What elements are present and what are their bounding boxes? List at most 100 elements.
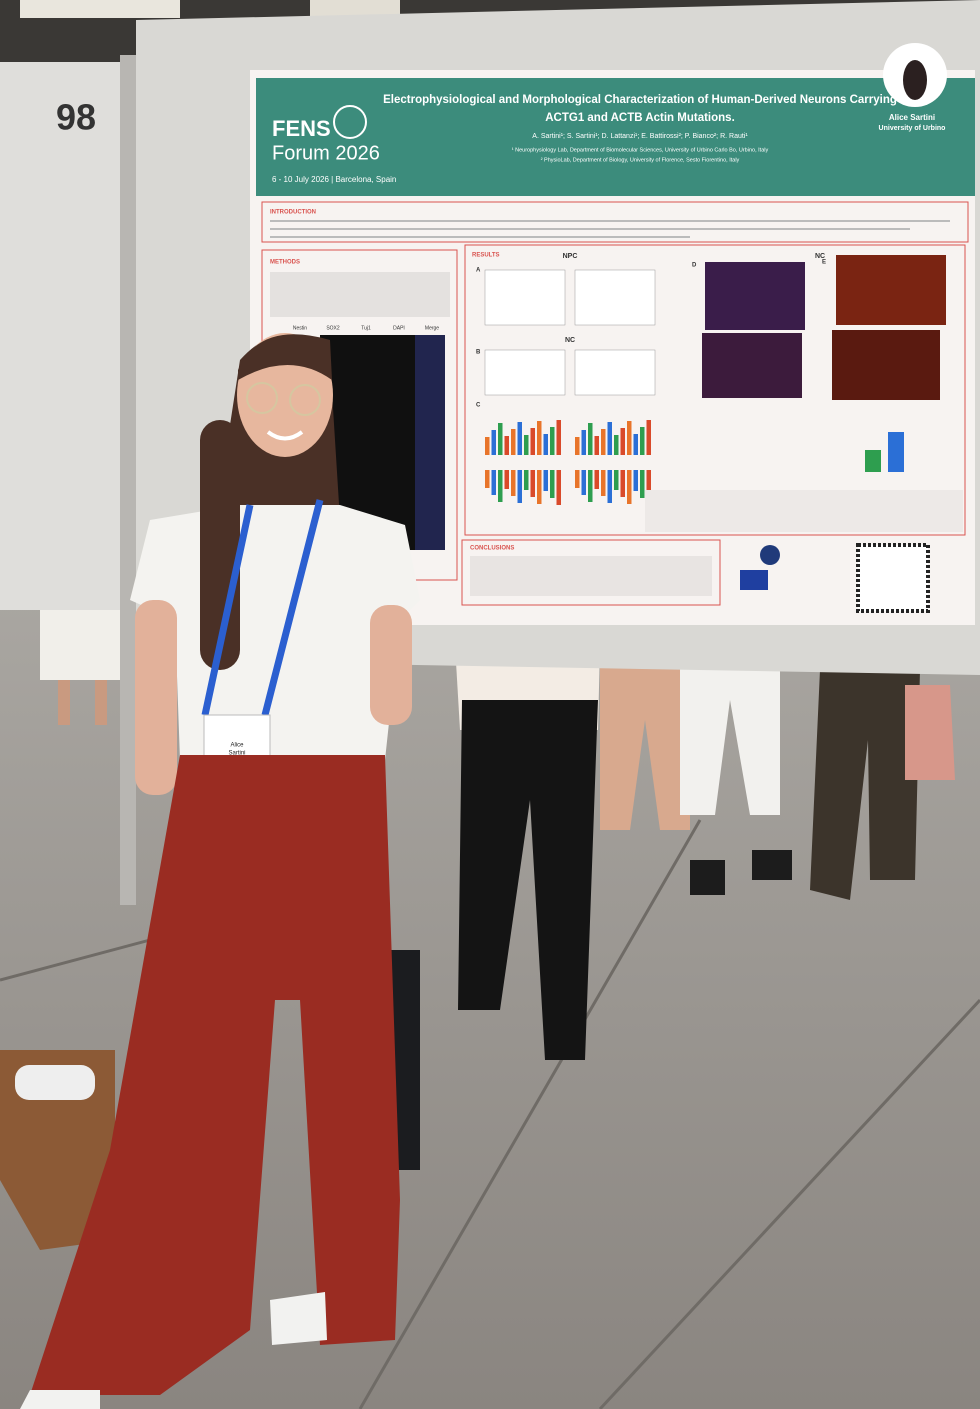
bar-graphic (588, 470, 593, 502)
poster-affiliation: ¹ Neurophysiology Lab, Department of Bio… (512, 147, 769, 153)
brain-icon (333, 105, 367, 139)
microscopy-image (836, 255, 946, 325)
bar-graphic (620, 428, 625, 455)
university-logo (760, 545, 780, 565)
bar-graphic (646, 470, 651, 505)
bar-graphic (491, 470, 496, 495)
bar-graphic (543, 470, 548, 491)
bar-graphic (498, 423, 503, 455)
bar-graphic (524, 435, 529, 455)
presenter-photo-figure (903, 60, 927, 100)
bar-graphic (614, 470, 619, 490)
bar-graphic (550, 427, 555, 455)
presenter-name: Alice Sartini (889, 113, 935, 122)
smile (266, 430, 304, 441)
bar-graphic (491, 430, 496, 455)
background-person-shoe (690, 860, 725, 895)
poster-authors: A. Sartini¹; S. Sartini¹; D. Lattanzi¹; … (532, 133, 748, 140)
board-number: 98 (56, 97, 96, 138)
text-block (470, 556, 712, 596)
arm (135, 600, 177, 795)
group-label: NC (815, 253, 825, 260)
column-label: Merge (425, 325, 439, 331)
bar-graphic (530, 428, 535, 455)
bottle (15, 1065, 95, 1100)
poster-header (256, 78, 975, 196)
lanyard (201, 499, 324, 716)
background-person-pants (458, 700, 598, 1060)
bar-graphic (601, 429, 606, 455)
bar-graphic (607, 422, 612, 455)
plot (574, 349, 656, 396)
bar-graphic (498, 470, 503, 502)
bar-graphic (485, 470, 490, 488)
column-label: Nestin (293, 325, 307, 331)
qr-code (856, 543, 930, 613)
bar-graphic (594, 470, 599, 489)
background-person-shoe (752, 850, 792, 880)
background-person-leg (58, 680, 70, 725)
pants (30, 755, 400, 1395)
background-person-legs (600, 660, 690, 830)
bar-graphic (640, 470, 645, 498)
section-heading: RESULTS (472, 253, 500, 259)
bar-graphic (888, 432, 904, 472)
bar-graphic (550, 470, 555, 498)
poster-affiliation: ² PhysioLab, Department of Biology, Univ… (541, 157, 740, 163)
bar-graphic (627, 421, 632, 455)
bar-graphic (607, 470, 612, 503)
text-block (270, 272, 450, 317)
microscopy-image (702, 333, 802, 398)
bar-graphic (537, 470, 542, 504)
group-label: NPC (563, 253, 578, 260)
background-person-leg (95, 680, 107, 725)
presenter-affiliation: University of Urbino (879, 125, 946, 132)
microscopy-merge (415, 335, 445, 550)
panel-label: A (476, 268, 481, 274)
column-label: Tuj1 (361, 325, 371, 331)
text-line (270, 228, 910, 230)
poster-logo: FENS (272, 116, 331, 141)
microscopy-image (832, 330, 940, 400)
figure-caption (645, 490, 963, 532)
background-person-dress (905, 685, 955, 780)
background-person-trousers (810, 670, 920, 900)
bar-graphic (575, 470, 580, 488)
bar-graphic (614, 435, 619, 455)
bar-graphic (543, 434, 548, 455)
bar-graphic (511, 470, 516, 496)
bar-graphic (640, 427, 645, 455)
bar-graphic (517, 470, 522, 503)
board-post (120, 55, 136, 905)
bar-graphic (556, 470, 561, 505)
bar-graphic (575, 437, 580, 455)
bar-graphic (633, 434, 638, 455)
poster-title: Electrophysiological and Morphological C… (383, 94, 897, 106)
group-label: NC (565, 337, 575, 344)
plot (484, 269, 566, 326)
bar-graphic (581, 470, 586, 495)
bar-graphic (588, 423, 593, 455)
poster-event: Forum 2026 (272, 142, 380, 164)
plot (574, 269, 656, 326)
column-label: SOX2 (326, 325, 340, 331)
bar-graphic (865, 450, 881, 472)
glasses (289, 384, 321, 416)
panel-label: C (476, 403, 481, 409)
bar-graphic (646, 420, 651, 455)
background-person-skirt (40, 605, 130, 680)
section-heading: CONCLUSIONS (470, 546, 514, 552)
bar-graphic (627, 470, 632, 504)
bar-graphic (556, 420, 561, 455)
section-box (261, 201, 969, 243)
badge-name: Alice (230, 743, 244, 749)
microscopy-image (705, 262, 805, 330)
side-board (0, 62, 132, 610)
section-heading: INTRODUCTION (270, 210, 316, 216)
panel-label: B (476, 350, 481, 356)
poster-dates: 6 - 10 July 2026 | Barcelona, Spain (272, 175, 396, 184)
ceiling-light (20, 0, 180, 18)
hair-fringe (238, 334, 332, 380)
background-person-trousers (680, 660, 780, 815)
